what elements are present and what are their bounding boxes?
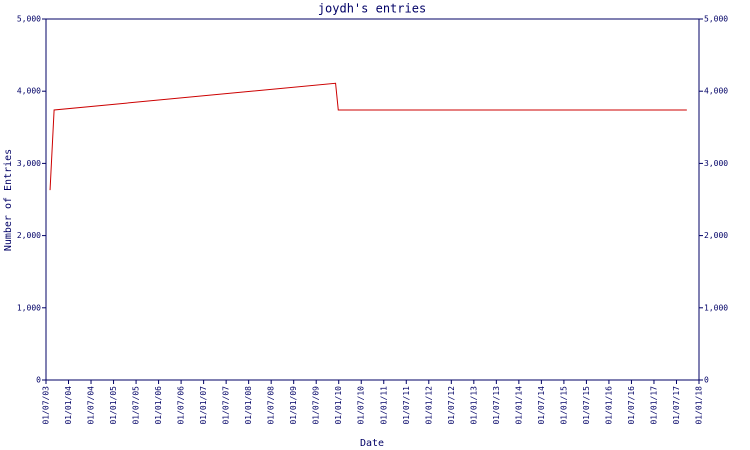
y-axis-label: Number of Entries (3, 149, 14, 251)
x-tick-label: 01/07/09 (312, 386, 321, 425)
x-tick-label: 01/07/15 (582, 386, 591, 425)
x-axis-label: Date (360, 438, 384, 449)
x-tick-label: 01/01/17 (649, 386, 658, 425)
x-tick-label: 01/07/14 (537, 386, 546, 425)
x-tick-label: 01/01/12 (424, 386, 433, 425)
y-tick-label-right: 3,000 (704, 159, 728, 168)
x-tick-label: 01/07/06 (177, 386, 186, 425)
x-tick-label: 01/01/16 (604, 386, 613, 425)
chart-title: joydh's entries (318, 2, 426, 16)
x-tick-label: 01/07/04 (87, 386, 96, 425)
data-line (49, 82, 687, 191)
x-tick-label: 01/01/18 (695, 386, 704, 425)
x-tick-label: 01/07/16 (627, 386, 636, 425)
x-tick-label: 01/07/10 (357, 386, 366, 425)
x-tick-label: 01/01/04 (64, 386, 73, 425)
x-tick-label: 01/07/08 (267, 386, 276, 425)
x-tick-label: 01/01/10 (334, 386, 343, 425)
y-tick-label-right: 4,000 (704, 87, 728, 96)
x-tick-label: 01/07/17 (672, 386, 681, 425)
x-tick-label: 01/01/09 (289, 386, 298, 425)
x-tick-label: 01/07/13 (492, 386, 501, 425)
y-tick-label-right: 5,000 (704, 15, 728, 24)
plot-frame (45, 18, 700, 381)
x-tick-label: 01/07/05 (132, 386, 141, 425)
x-tick-label: 01/01/05 (109, 386, 118, 425)
x-tick-label: 01/01/15 (559, 386, 568, 425)
y-tick-label: 5,000 (17, 15, 41, 24)
x-tick-label: 01/07/03 (42, 386, 51, 425)
x-tick-label: 01/01/11 (379, 386, 388, 425)
y-tick-label: 4,000 (17, 87, 41, 96)
x-tick-label: 01/01/08 (244, 386, 253, 425)
x-tick-label: 01/01/14 (514, 386, 523, 425)
y-tick-label: 0 (36, 376, 41, 385)
y-tick-label-right: 0 (704, 376, 709, 385)
x-tick-label: 01/01/13 (469, 386, 478, 425)
x-tick-label: 01/07/11 (402, 386, 411, 425)
y-tick-label-right: 2,000 (704, 231, 728, 240)
y-tick-label: 3,000 (17, 159, 41, 168)
x-tick-label: 01/07/07 (222, 386, 231, 425)
x-tick-label: 01/07/12 (447, 386, 456, 425)
y-tick-label: 2,000 (17, 231, 41, 240)
x-tick-label: 01/01/06 (154, 386, 163, 425)
y-tick-label-right: 1,000 (704, 303, 728, 312)
y-tick-label: 1,000 (17, 303, 41, 312)
x-tick-label: 01/01/07 (199, 386, 208, 425)
